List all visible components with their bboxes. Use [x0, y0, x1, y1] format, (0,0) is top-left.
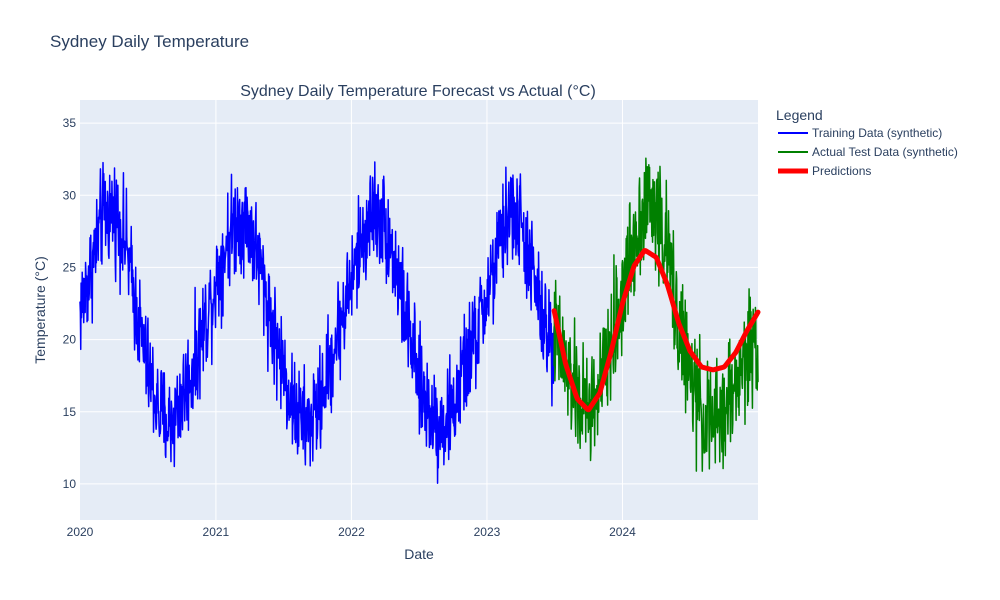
chart-title: Sydney Daily Temperature Forecast vs Act…	[240, 83, 596, 100]
legend-title: Legend	[776, 107, 823, 123]
y-tick-label: 10	[63, 477, 77, 491]
y-axis-ticks: 10 15 20 25 30 35	[63, 116, 77, 491]
y-axis-title: Temperature (°C)	[32, 256, 48, 364]
legend-item-actual[interactable]: Actual Test Data (synthetic)	[778, 145, 958, 159]
actual-test-data-line	[553, 157, 759, 472]
x-tick-label: 2023	[474, 525, 501, 539]
x-axis-title: Date	[404, 546, 434, 562]
legend-label-training: Training Data (synthetic)	[812, 126, 942, 140]
series-group	[79, 157, 761, 484]
y-tick-label: 20	[63, 333, 77, 347]
x-tick-label: 2020	[67, 525, 94, 539]
training-data-line	[79, 161, 555, 484]
y-tick-label: 35	[63, 116, 77, 130]
x-axis-ticks: 2020 2021 2022 2023 2024	[67, 525, 636, 539]
legend-item-predictions[interactable]: Predictions	[778, 164, 871, 178]
legend: Legend Training Data (synthetic) Actual …	[776, 107, 958, 178]
legend-label-predictions: Predictions	[812, 164, 871, 178]
legend-item-training[interactable]: Training Data (synthetic)	[778, 126, 942, 140]
predictions-line	[551, 248, 761, 413]
y-tick-label: 30	[63, 188, 77, 202]
x-tick-label: 2024	[609, 525, 636, 539]
plot-background	[80, 100, 758, 520]
x-tick-label: 2021	[203, 525, 230, 539]
y-tick-label: 15	[63, 405, 77, 419]
y-tick-label: 25	[63, 260, 77, 274]
x-tick-label: 2022	[338, 525, 365, 539]
page-title: Sydney Daily Temperature	[50, 32, 250, 51]
legend-label-actual: Actual Test Data (synthetic)	[812, 145, 958, 159]
